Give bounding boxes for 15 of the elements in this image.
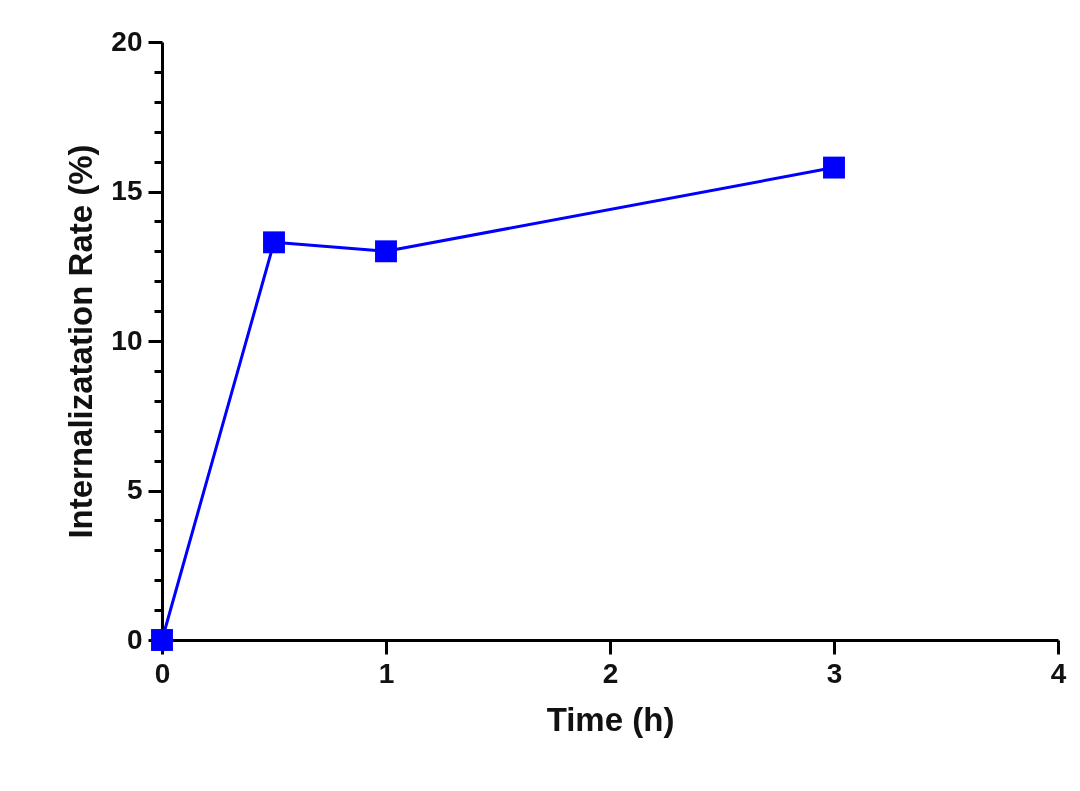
y-tick-label: 15 bbox=[111, 175, 143, 206]
x-tick-label: 4 bbox=[1050, 657, 1067, 689]
x-tick-label: 2 bbox=[602, 657, 619, 689]
point bbox=[263, 231, 285, 254]
y-tick-label: 10 bbox=[111, 324, 143, 356]
x-axis-title: Time (h) bbox=[546, 700, 675, 738]
point bbox=[823, 156, 845, 179]
x-tick-label: 0 bbox=[154, 657, 171, 689]
point bbox=[375, 240, 397, 263]
y-tick-label: 0 bbox=[126, 623, 143, 655]
y-tick-label: 20 bbox=[111, 25, 143, 57]
y-axis-title: Internalizatation Rate (%) bbox=[62, 144, 100, 539]
x-tick-label: 1 bbox=[378, 657, 395, 689]
y-tick-label: 5 bbox=[126, 474, 143, 505]
x-tick-label: 3 bbox=[826, 657, 843, 689]
